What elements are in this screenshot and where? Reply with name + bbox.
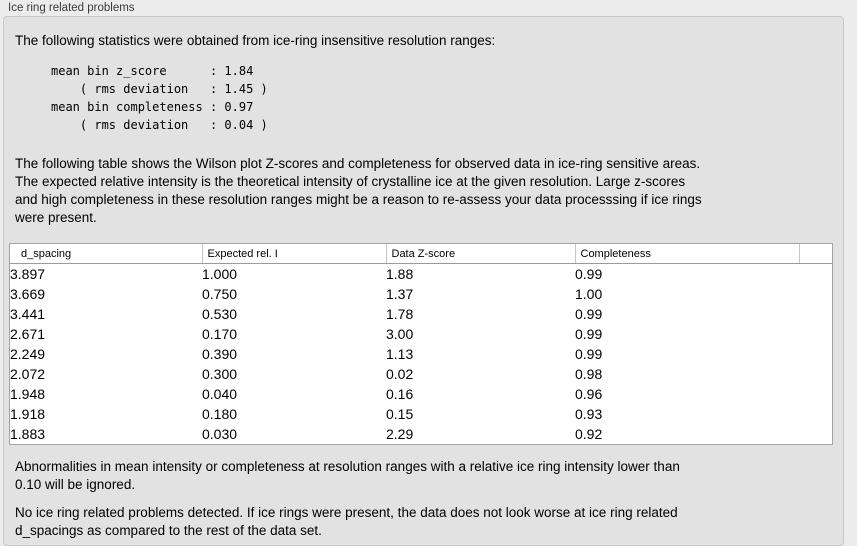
cell: 0.99 xyxy=(575,346,603,362)
cell: 3.897 xyxy=(10,266,46,282)
cell: 3.441 xyxy=(10,306,46,322)
cell: 0.93 xyxy=(575,406,603,422)
cell: 0.02 xyxy=(386,366,414,382)
table-row[interactable]: 1.948 0.040 0.16 0.96 xyxy=(10,384,832,404)
ice-ring-panel: The following statistics were obtained f… xyxy=(3,16,844,546)
cell: 1.88 xyxy=(386,266,414,282)
column-header-d-spacing[interactable]: d_spacing xyxy=(10,244,203,264)
cell-empty xyxy=(799,404,832,424)
cell: 0.99 xyxy=(575,326,603,342)
table-row[interactable]: 1.918 0.180 0.15 0.93 xyxy=(10,404,832,424)
cell: 0.750 xyxy=(202,286,238,302)
cell: 0.99 xyxy=(575,266,603,282)
cell: 1.000 xyxy=(202,266,238,282)
cell: 3.00 xyxy=(386,326,414,342)
cell: 2.671 xyxy=(10,326,46,342)
cell-empty xyxy=(799,384,832,404)
column-header-expected-rel-i[interactable]: Expected rel. I xyxy=(202,244,387,264)
cell: 0.15 xyxy=(386,406,414,422)
cell: 1.883 xyxy=(10,426,46,442)
cell: 1.78 xyxy=(386,306,414,322)
ice-ring-table: d_spacing Expected rel. I Data Z-score Comp… xyxy=(9,243,833,445)
cell: 0.98 xyxy=(575,366,603,382)
cell: 1.37 xyxy=(386,286,414,302)
table-row[interactable]: 2.671 0.170 3.00 0.99 xyxy=(10,324,832,344)
table-row[interactable]: 3.897 1.000 1.88 0.99 xyxy=(10,264,832,285)
cell: 0.300 xyxy=(202,366,238,382)
cell-empty xyxy=(799,284,832,304)
panel-title: Ice ring related problems xyxy=(8,2,135,14)
table-row[interactable]: 1.883 0.030 2.29 0.92 xyxy=(10,424,832,444)
cell: 0.99 xyxy=(575,306,603,322)
cell: 0.180 xyxy=(202,406,238,422)
cell-empty xyxy=(799,364,832,384)
cell: 2.29 xyxy=(386,426,414,442)
ignore-note-text: Abnormalities in mean intensity or compl… xyxy=(15,459,680,492)
cell: 0.040 xyxy=(202,386,238,402)
column-header-empty[interactable] xyxy=(799,244,832,264)
cell: 1.918 xyxy=(10,406,46,422)
cell-empty xyxy=(799,264,832,285)
cell-empty xyxy=(799,424,832,444)
cell-empty xyxy=(799,344,832,364)
cell: 0.170 xyxy=(202,326,238,342)
description-text: The following table shows the Wilson plo… xyxy=(15,156,702,225)
cell: 1.13 xyxy=(386,346,414,362)
column-header-data-z-score[interactable]: Data Z-score xyxy=(386,244,576,264)
cell: 3.669 xyxy=(10,286,46,302)
cell: 0.530 xyxy=(202,306,238,322)
cell-empty xyxy=(799,324,832,344)
cell: 0.390 xyxy=(202,346,238,362)
table-row[interactable]: 3.441 0.530 1.78 0.99 xyxy=(10,304,832,324)
cell: 1.00 xyxy=(575,286,603,302)
table-body: 3.897 1.000 1.88 0.99 3.669 0.750 1.37 1.00 3.44… xyxy=(10,264,832,445)
cell: 0.96 xyxy=(575,386,603,402)
cell: 0.030 xyxy=(202,426,238,442)
table-row[interactable]: 3.669 0.750 1.37 1.00 xyxy=(10,284,832,304)
cell: 2.072 xyxy=(10,366,46,382)
cell-empty xyxy=(799,304,832,324)
cell: 2.249 xyxy=(10,346,46,362)
cell: 1.948 xyxy=(10,386,46,402)
cell: 0.92 xyxy=(575,426,603,442)
table-header-row: d_spacing Expected rel. I Data Z-score Comp… xyxy=(10,244,832,264)
cell: 0.16 xyxy=(386,386,414,402)
conclusion-text: No ice ring related problems detected. I… xyxy=(15,505,678,538)
statistics-block: mean bin z_score : 1.84 ( rms deviation … xyxy=(51,64,268,132)
table-row[interactable]: 2.072 0.300 0.02 0.98 xyxy=(10,364,832,384)
intro-text: The following statistics were obtained f… xyxy=(15,33,496,48)
table-row[interactable]: 2.249 0.390 1.13 0.99 xyxy=(10,344,832,364)
column-header-completeness[interactable]: Completeness xyxy=(575,244,800,264)
